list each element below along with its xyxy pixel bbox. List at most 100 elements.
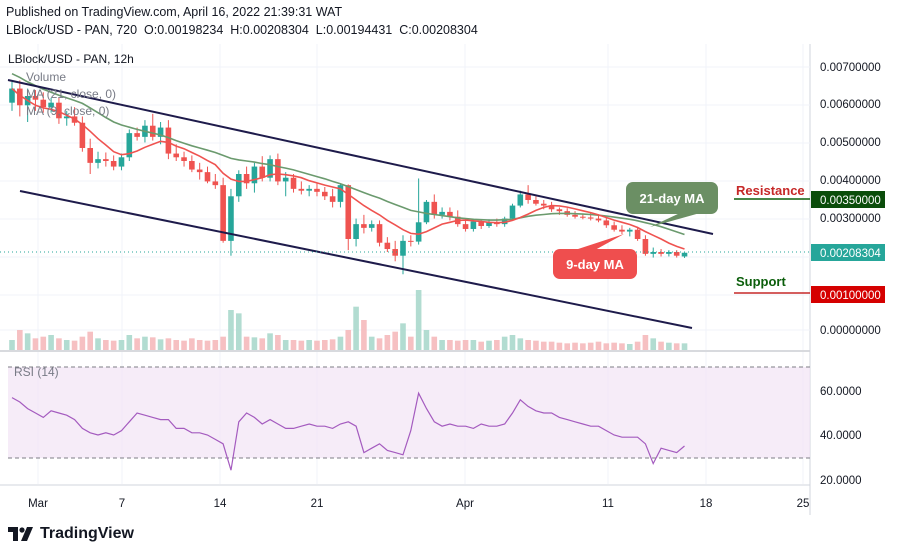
volume-bar — [110, 340, 117, 350]
candle-body — [666, 252, 672, 254]
candle-body — [650, 252, 657, 254]
candle-body — [204, 172, 211, 182]
volume-bar — [275, 335, 281, 350]
volume-bar — [298, 340, 305, 350]
volume-bar — [642, 335, 649, 350]
candle-body — [306, 188, 312, 191]
volume-bar — [572, 342, 578, 350]
volume-bar — [329, 339, 336, 350]
volume-bar — [415, 290, 422, 350]
volume-bar — [673, 343, 680, 350]
low-label: L:0.00194431 — [315, 23, 393, 37]
volume-bar — [392, 331, 398, 350]
time-tick: 14 — [214, 498, 227, 510]
volume-bar — [494, 340, 500, 350]
volume-bar — [384, 335, 391, 350]
candle-body — [251, 166, 258, 184]
candle-body — [32, 96, 39, 100]
candle-body — [673, 252, 680, 256]
volume-bar — [548, 341, 555, 350]
candle-body — [165, 127, 172, 154]
candle-body — [462, 224, 469, 229]
candle-body — [298, 188, 305, 191]
volume-bar — [17, 330, 23, 350]
candle-body — [181, 157, 187, 161]
volume-bar — [220, 336, 226, 350]
candle-body — [17, 88, 23, 106]
volume-bar — [517, 338, 524, 350]
candle-body — [56, 102, 62, 119]
volume-bar — [423, 330, 430, 350]
volume-bar — [595, 341, 602, 350]
price-chart[interactable]: LBlock/USD - PAN, 12h Volume MA (21, clo… — [0, 44, 900, 515]
candle-body — [259, 166, 266, 178]
open-label: O:0.00198234 — [144, 23, 224, 37]
tradingview-logo-icon — [8, 527, 33, 541]
volume-bar — [603, 343, 610, 350]
candle-body — [626, 229, 633, 232]
volume-bar — [71, 340, 78, 350]
candle-body — [408, 240, 414, 242]
candle-body — [423, 201, 430, 223]
channel-lower-line — [19, 190, 693, 329]
volume-bar — [322, 340, 328, 350]
tradingview-logo[interactable]: TradingView — [8, 525, 134, 543]
volume-bar — [149, 337, 156, 350]
candle-body — [572, 214, 578, 217]
volume-bar — [142, 336, 148, 350]
volume-bar — [462, 340, 469, 350]
volume-bar — [454, 340, 461, 350]
candle-body — [478, 221, 484, 226]
volume-bar — [439, 340, 445, 350]
volume-bar — [376, 338, 383, 350]
support-price-tag — [811, 286, 885, 303]
candle-body — [392, 249, 398, 256]
price-tick: 0.00300000 — [820, 213, 881, 225]
current-price-tag — [811, 244, 885, 261]
candle-body — [368, 224, 375, 228]
volume-bar — [658, 341, 664, 350]
price-tick: 0.00400000 — [820, 175, 881, 187]
resistance-label: Resistance — [736, 183, 805, 198]
candle-body — [275, 159, 281, 182]
volume-bar — [267, 333, 273, 350]
candle-body — [329, 196, 336, 202]
candle-body — [337, 185, 344, 202]
volume-bar — [478, 341, 484, 350]
volume-bar — [87, 331, 93, 350]
volume-bar — [556, 342, 563, 350]
ma21-line — [11, 72, 685, 236]
candle-body — [611, 225, 617, 230]
volume-bar — [501, 336, 508, 350]
volume-bar — [470, 340, 477, 350]
volume-bar — [118, 340, 125, 350]
candle-body — [587, 217, 594, 219]
candle-body — [603, 220, 610, 226]
volume-bar — [533, 340, 539, 350]
volume-bar — [587, 342, 594, 350]
candle-body — [48, 102, 54, 108]
time-tick: Mar — [28, 498, 48, 510]
candle-body — [642, 239, 649, 254]
volume-bar — [165, 338, 172, 350]
candle-body — [525, 194, 531, 200]
volume-bar — [650, 338, 657, 350]
volume-bar — [103, 340, 109, 350]
candle-body — [126, 133, 133, 158]
volume-bar — [431, 336, 438, 350]
high-label: H:0.00208304 — [230, 23, 309, 37]
volume-bar — [314, 340, 320, 350]
candle-body — [87, 148, 93, 163]
volume-bar — [235, 313, 242, 350]
candle-body — [634, 229, 641, 239]
volume-bar — [282, 340, 289, 350]
candle-body — [447, 211, 453, 217]
rsi-tick: 60.0000 — [820, 386, 862, 398]
volume-bar — [212, 340, 219, 350]
candle-body — [548, 205, 555, 210]
candle-body — [149, 125, 156, 137]
volume-bar — [95, 338, 101, 350]
candlesticks — [9, 80, 688, 275]
candle-body — [134, 133, 140, 137]
candle-body — [40, 99, 47, 108]
